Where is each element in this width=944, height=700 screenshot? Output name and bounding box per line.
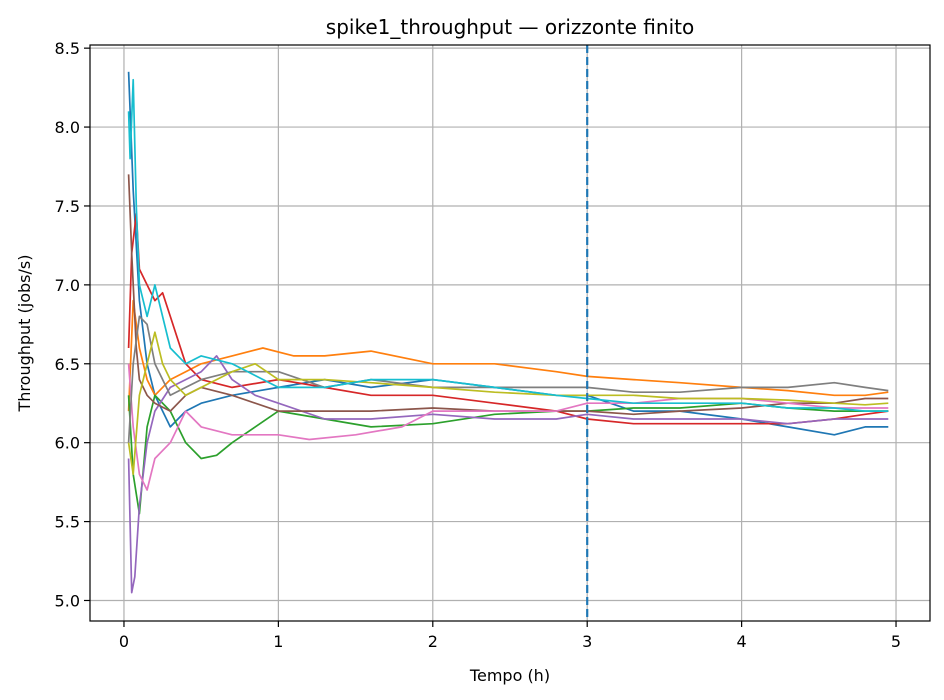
x-tick-label: 4 — [737, 632, 747, 651]
plot-frame — [89, 44, 931, 622]
series-line-1 — [127, 71, 889, 436]
y-tick-label: 8.0 — [55, 118, 80, 137]
series-line-10 — [127, 78, 889, 412]
x-tick-label: 1 — [273, 632, 283, 651]
x-axis: 0 1 2 3 4 5 — [119, 621, 901, 651]
x-tick-label: 5 — [891, 632, 901, 651]
plot-area — [90, 45, 930, 621]
x-tick-label: 3 — [582, 632, 592, 651]
x-tick-label: 0 — [119, 632, 129, 651]
y-tick-label: 5.5 — [55, 513, 80, 532]
y-tick-label: 6.0 — [55, 434, 80, 453]
series-line-9 — [127, 331, 889, 476]
x-tick-label: 2 — [428, 632, 438, 651]
y-tick-label: 6.5 — [55, 355, 80, 374]
y-axis-label: Throughput (jobs/s) — [15, 255, 34, 413]
chart-title: spike1_throughput — orizzonte finito — [326, 15, 694, 39]
y-tick-label: 7.0 — [55, 276, 80, 295]
y-axis: 5.0 5.5 6.0 6.5 7.0 7.5 8.0 8.5 — [55, 39, 90, 610]
y-tick-label: 5.0 — [55, 591, 80, 610]
y-tick-label: 8.5 — [55, 39, 80, 58]
x-axis-label: Tempo (h) — [469, 666, 550, 685]
y-grid — [90, 47, 930, 602]
y-tick-label: 7.5 — [55, 197, 80, 216]
series-layer — [127, 71, 889, 594]
series-line-6 — [127, 174, 889, 416]
